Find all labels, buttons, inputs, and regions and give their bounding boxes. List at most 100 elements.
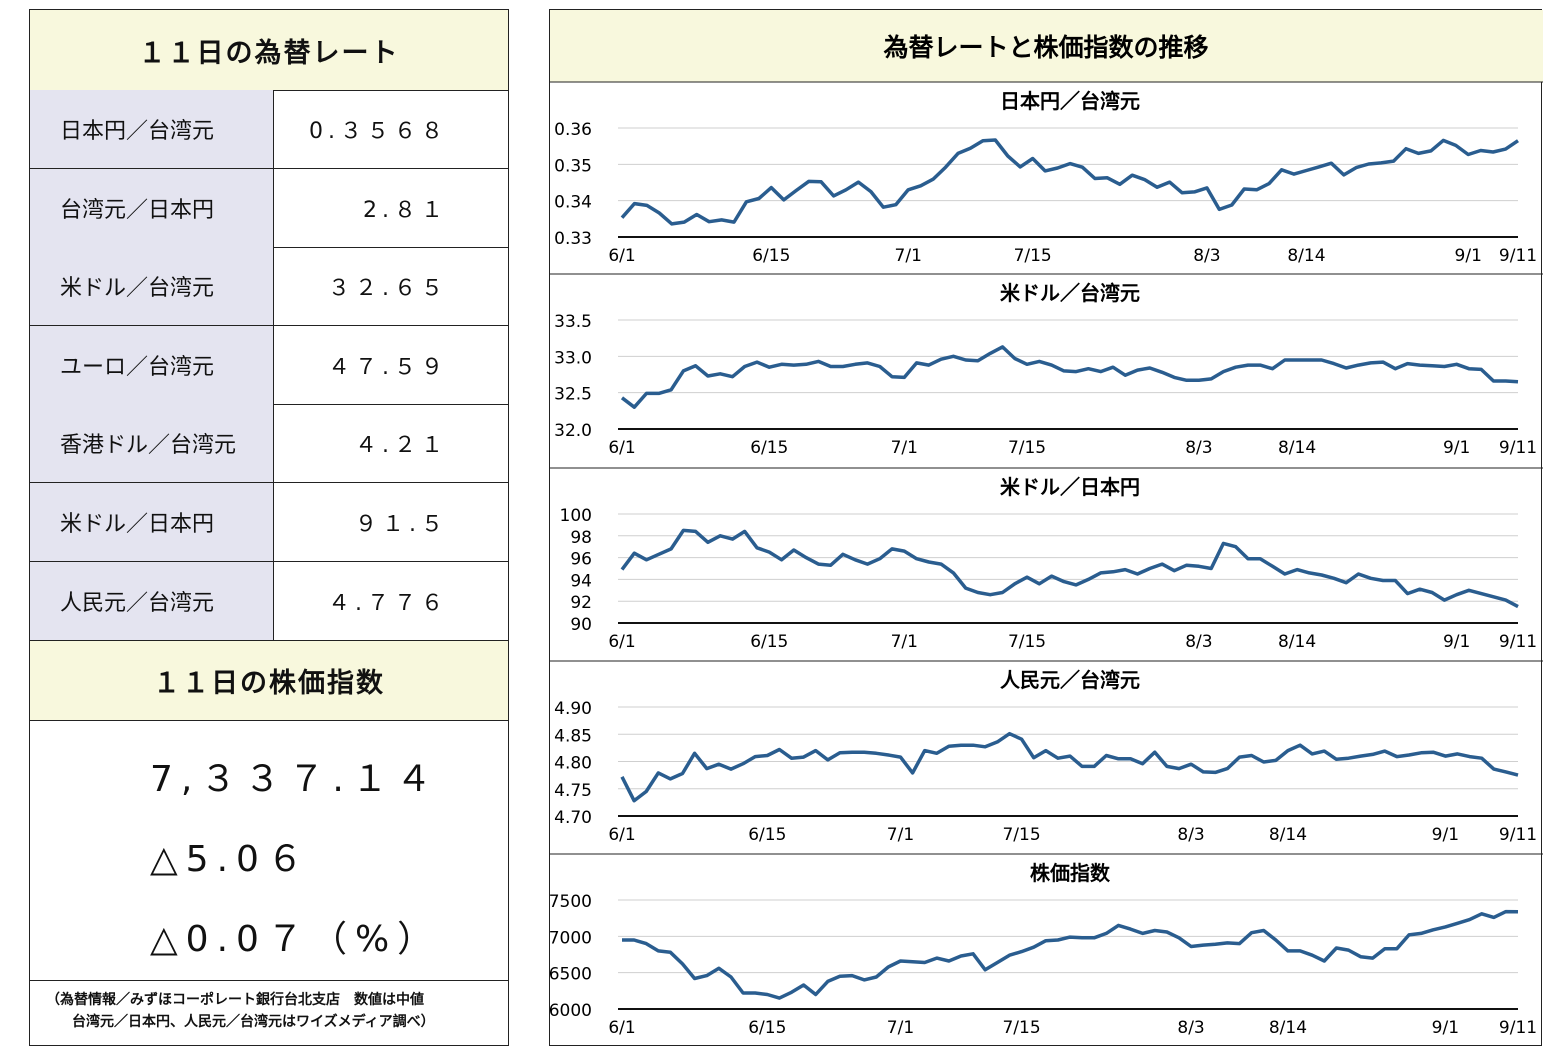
x-tick-label: 6/15 [750, 438, 788, 458]
x-tick-label: 8/14 [1287, 246, 1325, 266]
y-tick-label: 4.75 [554, 781, 592, 801]
y-tick-label: 94 [570, 571, 592, 591]
x-tick-label: 7/1 [891, 632, 918, 652]
x-tick-label: 8/14 [1278, 632, 1316, 652]
y-tick-label: 0.36 [554, 120, 592, 140]
series-line [622, 909, 1519, 1000]
x-tick-label: 6/15 [750, 632, 788, 652]
x-tick-label: 7/15 [1002, 825, 1040, 845]
chart-panel-title: 為替レートと株価指数の推移 [883, 33, 1208, 62]
stock-index-change: △5.0６ [150, 839, 311, 880]
y-tick-label: 100 [560, 506, 592, 526]
x-tick-label: 9/1 [1432, 1018, 1459, 1038]
series-line [620, 528, 1519, 609]
rate-value: ４.７７６ [328, 590, 448, 616]
rate-value: ９１.５ [355, 512, 448, 537]
x-tick-label: 8/3 [1177, 825, 1204, 845]
x-tick-label: 9/1 [1432, 825, 1459, 845]
x-tick-label: 7/15 [1008, 632, 1046, 652]
rate-value: ３２.６５ [328, 276, 448, 302]
y-tick-label: 6500 [550, 965, 592, 985]
y-tick-label: 0.33 [554, 229, 592, 249]
rate-row: 米ドル／台湾元 ３２.６５ [30, 247, 508, 327]
y-tick-label: 90 [570, 615, 592, 635]
x-tick-label: 9/11 [1499, 825, 1537, 845]
y-tick-label: 4.90 [554, 699, 592, 719]
chart-title: 人民元／台湾元 [1000, 668, 1140, 692]
rate-label: 米ドル／日本円 [30, 483, 274, 561]
stock-title: １１日の株価指数 [30, 640, 508, 721]
rate-value: ４７.５９ [328, 354, 448, 380]
y-tick-label: 92 [570, 593, 592, 613]
x-tick-label: 6/15 [752, 246, 790, 266]
series-line [620, 345, 1519, 409]
x-tick-label: 9/1 [1455, 246, 1482, 266]
x-tick-label: 9/1 [1443, 438, 1470, 458]
x-tick-label: 8/3 [1177, 1018, 1204, 1038]
chart-title: 日本円／台湾元 [1000, 89, 1140, 113]
rate-label: 台湾元／日本円 [30, 168, 274, 247]
chart-title: 株価指数 [1030, 861, 1111, 885]
source-note-line2: 台湾元／日本円、人民元／台湾元はワイズメディア調べ） [72, 1014, 435, 1030]
rate-label: ユーロ／台湾元 [30, 325, 274, 404]
chart-panel-header-bg [550, 10, 1543, 82]
x-tick-label: 8/3 [1185, 438, 1212, 458]
rate-label: 香港ドル／台湾元 [30, 404, 274, 483]
x-tick-label: 6/1 [608, 1018, 635, 1038]
x-tick-label: 7/1 [887, 1018, 914, 1038]
rate-row: 台湾元／日本円 2.８１ [30, 168, 508, 248]
rate-label: 米ドル／台湾元 [30, 247, 274, 326]
y-tick-label: 4.85 [554, 726, 592, 746]
x-tick-label: 6/1 [608, 825, 635, 845]
x-tick-label: 8/3 [1193, 246, 1220, 266]
x-tick-label: 7/1 [891, 438, 918, 458]
rate-value: ４.２１ [355, 433, 448, 459]
rate-row: ユーロ／台湾元 ４７.５９ [30, 325, 508, 405]
rate-panel: １１日の為替レート 日本円／台湾元 0.３５６８ 台湾元／日本円 2.８１ 米ドル／台湾… [29, 9, 509, 1046]
y-tick-label: 0.34 [554, 193, 592, 213]
y-tick-label: 4.80 [554, 754, 592, 774]
x-tick-label: 9/11 [1499, 438, 1537, 458]
x-tick-label: 6/1 [608, 632, 635, 652]
x-tick-label: 9/11 [1499, 1018, 1537, 1038]
x-tick-label: 7/15 [1008, 438, 1046, 458]
y-tick-label: 7500 [550, 892, 592, 912]
rate-label: 人民元／台湾元 [30, 561, 274, 640]
source-note-line1: （為替情報／みずほコーポレート銀行台北支店 数値は中値 [46, 992, 424, 1008]
rate-value: 0.３５６８ [309, 119, 448, 144]
x-tick-label: 7/1 [895, 246, 922, 266]
y-tick-label: 0.35 [554, 156, 592, 176]
stock-index-value: 7,３３７.１４ [150, 759, 440, 800]
source-note: （為替情報／みずほコーポレート銀行台北支店 数値は中値 台湾元／日本円、人民元／… [30, 980, 508, 1045]
x-tick-label: 7/15 [1014, 246, 1052, 266]
y-tick-label: 6000 [550, 1001, 592, 1021]
rate-value: 2.８１ [363, 197, 448, 223]
rate-row: 人民元／台湾元 ４.７７６ [30, 561, 508, 641]
chart-title: 米ドル／日本円 [1000, 475, 1140, 499]
x-tick-label: 6/15 [748, 825, 786, 845]
chart-title: 米ドル／台湾元 [1000, 281, 1140, 305]
y-tick-label: 32.5 [554, 385, 592, 405]
x-tick-label: 6/1 [608, 438, 635, 458]
rate-row: 香港ドル／台湾元 ４.２１ [30, 404, 508, 484]
series-line [620, 731, 1519, 803]
chart-panel: 為替レートと株価指数の推移日本円／台湾元 0.33 0.34 0.35 0.36 6/1 6… [549, 9, 1543, 1046]
x-tick-label: 9/11 [1499, 246, 1537, 266]
y-tick-label: 33.0 [554, 348, 592, 368]
rates-title: １１日の為替レート [30, 10, 508, 91]
rate-row: 日本円／台湾元 0.３５６８ [30, 90, 508, 169]
rate-row: 米ドル／日本円 ９１.５ [30, 483, 508, 562]
y-tick-label: 4.70 [554, 808, 592, 828]
y-tick-label: 96 [570, 550, 592, 570]
x-tick-label: 9/1 [1443, 632, 1470, 652]
x-tick-label: 6/15 [748, 1018, 786, 1038]
y-tick-label: 32.0 [554, 421, 592, 441]
x-tick-label: 7/15 [1002, 1018, 1040, 1038]
x-tick-label: 8/3 [1185, 632, 1212, 652]
stock-index-change-pct: △0.0７（%） [150, 919, 442, 960]
y-tick-label: 33.5 [554, 312, 592, 332]
x-tick-label: 7/1 [887, 825, 914, 845]
y-tick-label: 98 [570, 528, 592, 548]
x-tick-label: 8/14 [1269, 1018, 1307, 1038]
